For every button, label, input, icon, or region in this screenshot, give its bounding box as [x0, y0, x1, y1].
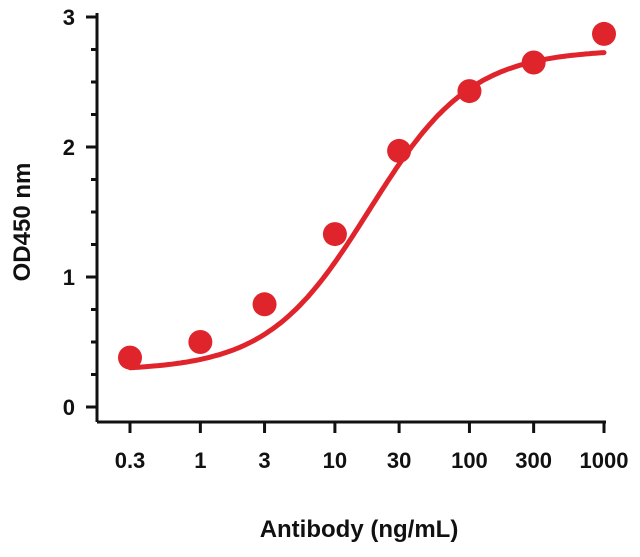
data-point: [387, 138, 412, 163]
x-tick-label: 100: [451, 448, 488, 473]
x-axis-title: Antibody (ng/mL): [260, 516, 459, 543]
data-point: [118, 345, 142, 370]
data-point: [322, 222, 347, 247]
x-tick-label: 1000: [580, 448, 629, 473]
y-tick-label: 2: [63, 135, 75, 160]
y-tick-label: 3: [63, 5, 75, 30]
data-point: [521, 50, 546, 75]
x-tick-label: 30: [387, 448, 411, 473]
y-tick-label: 1: [63, 265, 75, 290]
data-point: [188, 330, 213, 354]
data-point: [592, 21, 616, 46]
y-tick-label: 0: [63, 395, 75, 420]
x-tick-label: 3: [258, 448, 270, 473]
fit-curve-layer: [127, 50, 607, 371]
x-tick-label: 300: [515, 448, 552, 473]
axes: 0 1 2 3 0.3 1 3 10 30 100 300 1000: [63, 5, 629, 473]
y-axis-title: OD450 nm: [9, 163, 36, 282]
data-points-layer: [118, 21, 616, 370]
data-point: [457, 79, 482, 104]
data-point: [252, 292, 277, 317]
fit-curve: [127, 50, 607, 371]
x-tick-label: 0.3: [115, 448, 146, 473]
x-tick-label: 1: [194, 448, 206, 473]
x-tick-label: 10: [323, 448, 347, 473]
